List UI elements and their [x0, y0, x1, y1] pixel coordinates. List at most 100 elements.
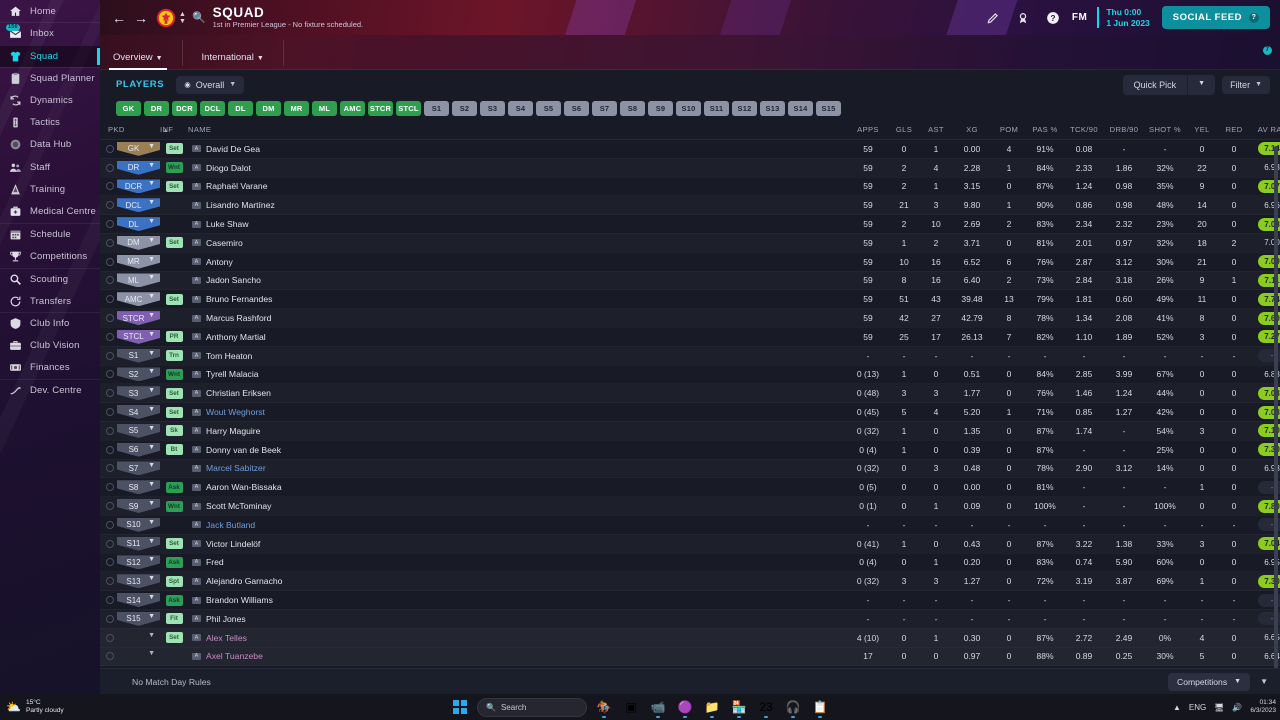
sidebar-item-training[interactable]: Training [0, 178, 100, 200]
chevron-down-icon[interactable]: ▼ [148, 274, 155, 282]
chevron-down-icon[interactable]: ▼ [1187, 74, 1215, 95]
sidebar-item-competitions[interactable]: Competitions [0, 245, 100, 267]
row-select-toggle[interactable] [106, 182, 114, 191]
cell-inf[interactable]: Wnt [160, 365, 188, 384]
tray-expand-icon[interactable]: ▲ [1172, 702, 1181, 712]
position-chip-gk[interactable]: GK [116, 101, 141, 116]
chevron-down-icon[interactable]: ▼ [148, 518, 155, 526]
chevron-down-icon[interactable]: ▼ [148, 199, 155, 207]
cell-inf[interactable]: Set [160, 177, 188, 196]
cell-inf[interactable]: Set [160, 534, 188, 553]
cell-inf[interactable]: Sk [160, 421, 188, 440]
chevron-down-icon[interactable]: ▼ [148, 161, 155, 169]
position-badge[interactable]: STCL ▼ [117, 329, 160, 344]
row-select-toggle[interactable] [106, 502, 114, 511]
position-chip-dcl[interactable]: DCL [200, 101, 225, 116]
cell-pkd[interactable]: S13 ▼ [100, 572, 160, 591]
player-name[interactable]: Raphaël Varane [206, 181, 268, 192]
cell-name[interactable]: Anthony Martial [188, 327, 848, 346]
sidebar-item-squad[interactable]: Squad [0, 44, 100, 67]
table-row[interactable]: S15▼FitPhil Jones------------ [100, 609, 1280, 628]
cell-pkd[interactable]: S8 ▼ [100, 478, 160, 497]
position-chip-s6[interactable]: S6 [564, 101, 589, 116]
position-badge[interactable]: DL ▼ [117, 217, 160, 232]
sidebar-item-transfers[interactable]: Transfers [0, 290, 100, 312]
taskbar-search-box[interactable]: 🔍 Search [477, 697, 587, 717]
info-badge[interactable]: Set [165, 632, 183, 644]
position-badge[interactable]: ▼ [117, 649, 160, 663]
cell-name[interactable]: Phil Jones [188, 609, 848, 628]
row-select-toggle[interactable] [106, 426, 114, 435]
position-chip-amc[interactable]: AMC [340, 101, 365, 116]
file-explorer-icon[interactable]: 📁 [702, 697, 722, 718]
position-chip-dr[interactable]: DR [144, 101, 169, 116]
player-name[interactable]: Bruno Fernandes [206, 294, 273, 305]
chevron-down-icon[interactable]: ▼ [148, 255, 155, 263]
player-name[interactable]: Alejandro Garnacho [206, 576, 283, 587]
cell-inf[interactable]: Set [160, 403, 188, 422]
club-crest-icon[interactable] [156, 8, 176, 28]
cell-pkd[interactable]: S11 ▼ [100, 534, 160, 553]
position-chip-s7[interactable]: S7 [592, 101, 617, 116]
chevron-down-icon[interactable]: ▼ [148, 612, 155, 620]
sidebar-item-dynamics[interactable]: Dynamics [0, 89, 100, 111]
column-header-apps[interactable]: APPS [848, 122, 888, 140]
info-badge[interactable]: Wnt [165, 500, 183, 512]
cell-inf[interactable]: Trn [160, 346, 188, 365]
column-header-xg[interactable]: XG [952, 122, 992, 140]
cell-pkd[interactable]: ▼ [100, 647, 160, 666]
chevron-down-icon[interactable]: ▼ [148, 537, 155, 545]
player-name[interactable]: Alex Telles [206, 632, 247, 643]
cell-inf[interactable]: Ask [160, 591, 188, 610]
info-badge[interactable]: Ask [165, 481, 183, 493]
info-badge[interactable]: Bt [165, 444, 183, 456]
row-select-toggle[interactable] [106, 332, 114, 341]
column-header-pas[interactable]: PAS % [1026, 122, 1064, 140]
player-name[interactable]: Harry Maguire [206, 425, 261, 436]
position-badge[interactable]: S14 ▼ [117, 593, 160, 608]
position-badge[interactable]: DR ▼ [117, 160, 160, 175]
info-badge[interactable]: Sk [165, 425, 183, 437]
position-badge[interactable]: S15 ▼ [117, 611, 160, 626]
position-chip-stcl[interactable]: STCL [396, 101, 421, 116]
table-row[interactable]: STCR▼Marcus Rashford59422742.79878%1.342… [100, 309, 1280, 328]
cell-pkd[interactable]: S15 ▼ [100, 609, 160, 628]
player-name[interactable]: Victor Lindelöf [206, 538, 261, 549]
chevron-down-icon[interactable]: ▼ [148, 368, 155, 376]
player-name[interactable]: Brandon Williams [206, 595, 273, 606]
cell-name[interactable]: Diogo Dalot [188, 158, 848, 177]
table-row[interactable]: ▼Axel Tuanzebe17000.97088%0.890.2530%506… [100, 647, 1280, 666]
player-name[interactable]: Tom Heaton [206, 350, 253, 361]
row-select-toggle[interactable] [106, 201, 114, 210]
player-name[interactable]: Lisandro Martínez [206, 200, 275, 211]
position-badge[interactable]: ML ▼ [117, 273, 160, 288]
cell-name[interactable]: Fred [188, 553, 848, 572]
notification-bell[interactable]: 7 [1246, 46, 1272, 68]
player-name[interactable]: Diogo Dalot [206, 162, 251, 173]
player-name[interactable]: Marcus Rashford [206, 313, 272, 324]
row-select-toggle[interactable] [106, 220, 114, 229]
chevron-down-icon[interactable]: ▼ [148, 424, 155, 432]
position-badge[interactable]: GK ▼ [117, 141, 160, 156]
table-row[interactable]: S10▼Jack Butland------------ [100, 515, 1280, 534]
row-select-toggle[interactable] [106, 577, 114, 586]
position-chip-s1[interactable]: S1 [424, 101, 449, 116]
position-badge[interactable]: DCR ▼ [117, 179, 160, 194]
award-icon[interactable] [1008, 10, 1038, 25]
cell-pkd[interactable]: GK ▼ [100, 140, 160, 159]
cell-inf[interactable]: Ask [160, 553, 188, 572]
chevron-down-icon[interactable]: ▼ [148, 594, 155, 602]
cell-inf[interactable]: Fit [160, 609, 188, 628]
chevron-down-icon[interactable]: ▼ [148, 406, 155, 414]
player-name[interactable]: Marcel Sabitzer [206, 463, 266, 474]
weather-widget[interactable]: ⛅ 15°C Partly cloudy [0, 699, 110, 716]
position-chip-dcr[interactable]: DCR [172, 101, 197, 116]
sidebar-item-dev-centre[interactable]: Dev. Centre [0, 379, 100, 401]
chevron-down-icon[interactable]: ▼ [148, 293, 155, 301]
cell-pkd[interactable]: S12 ▼ [100, 553, 160, 572]
